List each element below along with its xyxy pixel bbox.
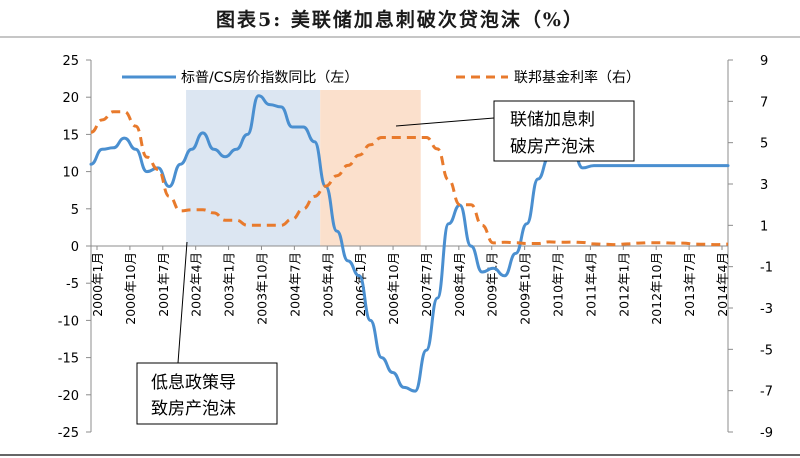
- annotation-1-line-1: 联储加息刺: [510, 110, 595, 130]
- x-tick-label: 2002年4月: [189, 252, 204, 317]
- series-lines: [89, 94, 730, 393]
- right-tick-label: -1: [760, 261, 773, 276]
- right-tick-label: -5: [760, 343, 773, 358]
- right-tick-label: -3: [760, 302, 773, 317]
- x-tick-label: 2012年1月: [616, 252, 631, 317]
- left-tick-label: 10: [62, 166, 79, 181]
- left-tick-label: 5: [71, 203, 79, 218]
- annotation-box-2: [136, 362, 278, 425]
- left-tick-label: 20: [62, 91, 79, 106]
- x-tick-label: 2008年4月: [452, 252, 467, 317]
- left-tick-label: -25: [58, 426, 79, 441]
- shaded-region-2: [320, 90, 421, 246]
- x-tick-label: 2003年10月: [254, 252, 269, 325]
- x-tick-label: 2001年7月: [156, 252, 171, 317]
- x-tick-label: 2012年10月: [649, 252, 664, 325]
- legend-label-2: 联邦基金利率（右）: [514, 69, 640, 86]
- x-tick-label: 2007年7月: [419, 252, 434, 317]
- right-tick-label: 9: [760, 54, 768, 69]
- x-tick-label: 2006年10月: [386, 252, 401, 325]
- right-tick-label: 5: [760, 137, 768, 152]
- x-tick-label: 2011年4月: [583, 252, 598, 317]
- x-tick-label: 2005年4月: [320, 252, 335, 317]
- figure-title: 图表5: 美联储加息刺破次贷泡沫（%）: [216, 9, 584, 31]
- x-tick-label: 2014年4月: [715, 252, 730, 317]
- right-tick-label: 1: [760, 219, 768, 234]
- series-line-1: [89, 94, 730, 393]
- axes: 25 20 15 10 5 0 -5 -10 -15 -20 -25 9 7 5 3 1 -1 -3 -5 -7 -9 2…: [58, 54, 773, 441]
- left-tick-label: 25: [62, 54, 79, 69]
- left-tick-label: -20: [58, 389, 79, 404]
- annotation-leader-1: [395, 117, 495, 127]
- left-tick-label: -5: [66, 277, 79, 292]
- x-tick-label: 2013年7月: [682, 252, 697, 317]
- x-tick-label: 2000年10月: [123, 252, 138, 325]
- left-tick-label: 15: [62, 128, 79, 143]
- x-tick-label: 2009年1月: [485, 252, 500, 317]
- annotation-2-line-2: 致房产泡沫: [151, 399, 236, 419]
- legend: 标普/CS房价指数同比（左） 联邦基金利率（右）: [122, 69, 640, 86]
- annotation-box-1: [493, 100, 635, 162]
- right-tick-label: 7: [760, 95, 768, 110]
- legend-label-1: 标普/CS房价指数同比（左）: [181, 70, 358, 86]
- shaded-regions: [186, 90, 421, 246]
- x-tick-label: 2003年1月: [222, 252, 237, 317]
- annotation-1-line-2: 破房产泡沫: [510, 137, 595, 157]
- x-tick-label: 2000年1月: [90, 252, 105, 317]
- annotation-leader-2: [177, 241, 188, 364]
- right-tick-label: 3: [760, 178, 768, 193]
- x-tick-label: 2009年10月: [518, 252, 533, 325]
- left-tick-label: -10: [58, 314, 79, 329]
- annotation-2-line-1: 低息政策导: [151, 373, 236, 393]
- left-tick-label: 0: [71, 240, 79, 255]
- right-tick-label: -7: [760, 385, 773, 400]
- series-line-2: [90, 110, 729, 247]
- left-tick-label: -15: [58, 352, 79, 367]
- x-tick-label: 2004年7月: [287, 252, 302, 317]
- right-tick-label: -9: [760, 426, 773, 441]
- x-tick-label: 2010年7月: [551, 252, 566, 317]
